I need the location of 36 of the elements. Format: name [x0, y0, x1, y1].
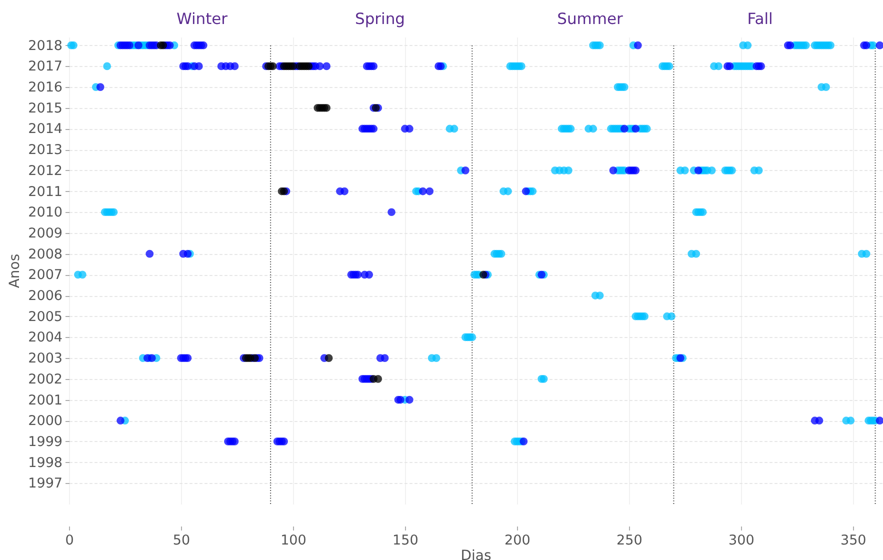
x-tick-label: 200: [504, 532, 530, 548]
y-tick-label: 1998: [28, 454, 62, 471]
y-tick-label: 2013: [28, 142, 62, 158]
x-tick-label: 250: [616, 532, 642, 548]
y-tick-label: 2001: [28, 392, 62, 408]
y-tick-label: 2005: [28, 308, 62, 325]
y-tick-label: 2009: [28, 225, 62, 242]
y-tick-label: 2002: [28, 371, 62, 388]
x-tick-label: 50: [172, 532, 190, 548]
x-tick-label: 150: [392, 532, 418, 548]
y-tick-label: 2008: [28, 246, 62, 262]
text: Winter: [176, 10, 228, 28]
y-tick-label: 2018: [28, 38, 62, 54]
text: Summer: [557, 10, 624, 28]
y-tick-label: 2010: [28, 204, 62, 221]
y-tick-label: 2000: [28, 413, 62, 430]
x-tick-label: 100: [280, 532, 306, 548]
y-tick-label: 2016: [28, 80, 62, 96]
y-tick-label: 1997: [28, 476, 62, 492]
y-axis-title: Anos: [7, 254, 24, 288]
text: Fall: [747, 10, 773, 28]
y-tick-label: 2012: [28, 162, 62, 179]
text: Spring: [354, 10, 406, 28]
y-tick-label: 2011: [28, 184, 62, 200]
x-tick-label: 300: [728, 532, 754, 548]
y-tick-label: 2004: [28, 330, 62, 346]
x-axis-title: Dias: [460, 548, 492, 560]
y-tick-label: 2015: [28, 100, 62, 116]
y-tick-label: 2003: [28, 350, 62, 367]
y-tick-label: 2007: [28, 267, 62, 284]
y-tick-label: 2006: [28, 288, 62, 304]
y-tick-label: 1999: [28, 434, 62, 450]
x-tick-label: 0: [65, 532, 74, 548]
y-tick-label: 2017: [28, 58, 62, 75]
x-tick-label: 350: [840, 532, 866, 548]
y-tick-label: 2014: [28, 121, 62, 138]
